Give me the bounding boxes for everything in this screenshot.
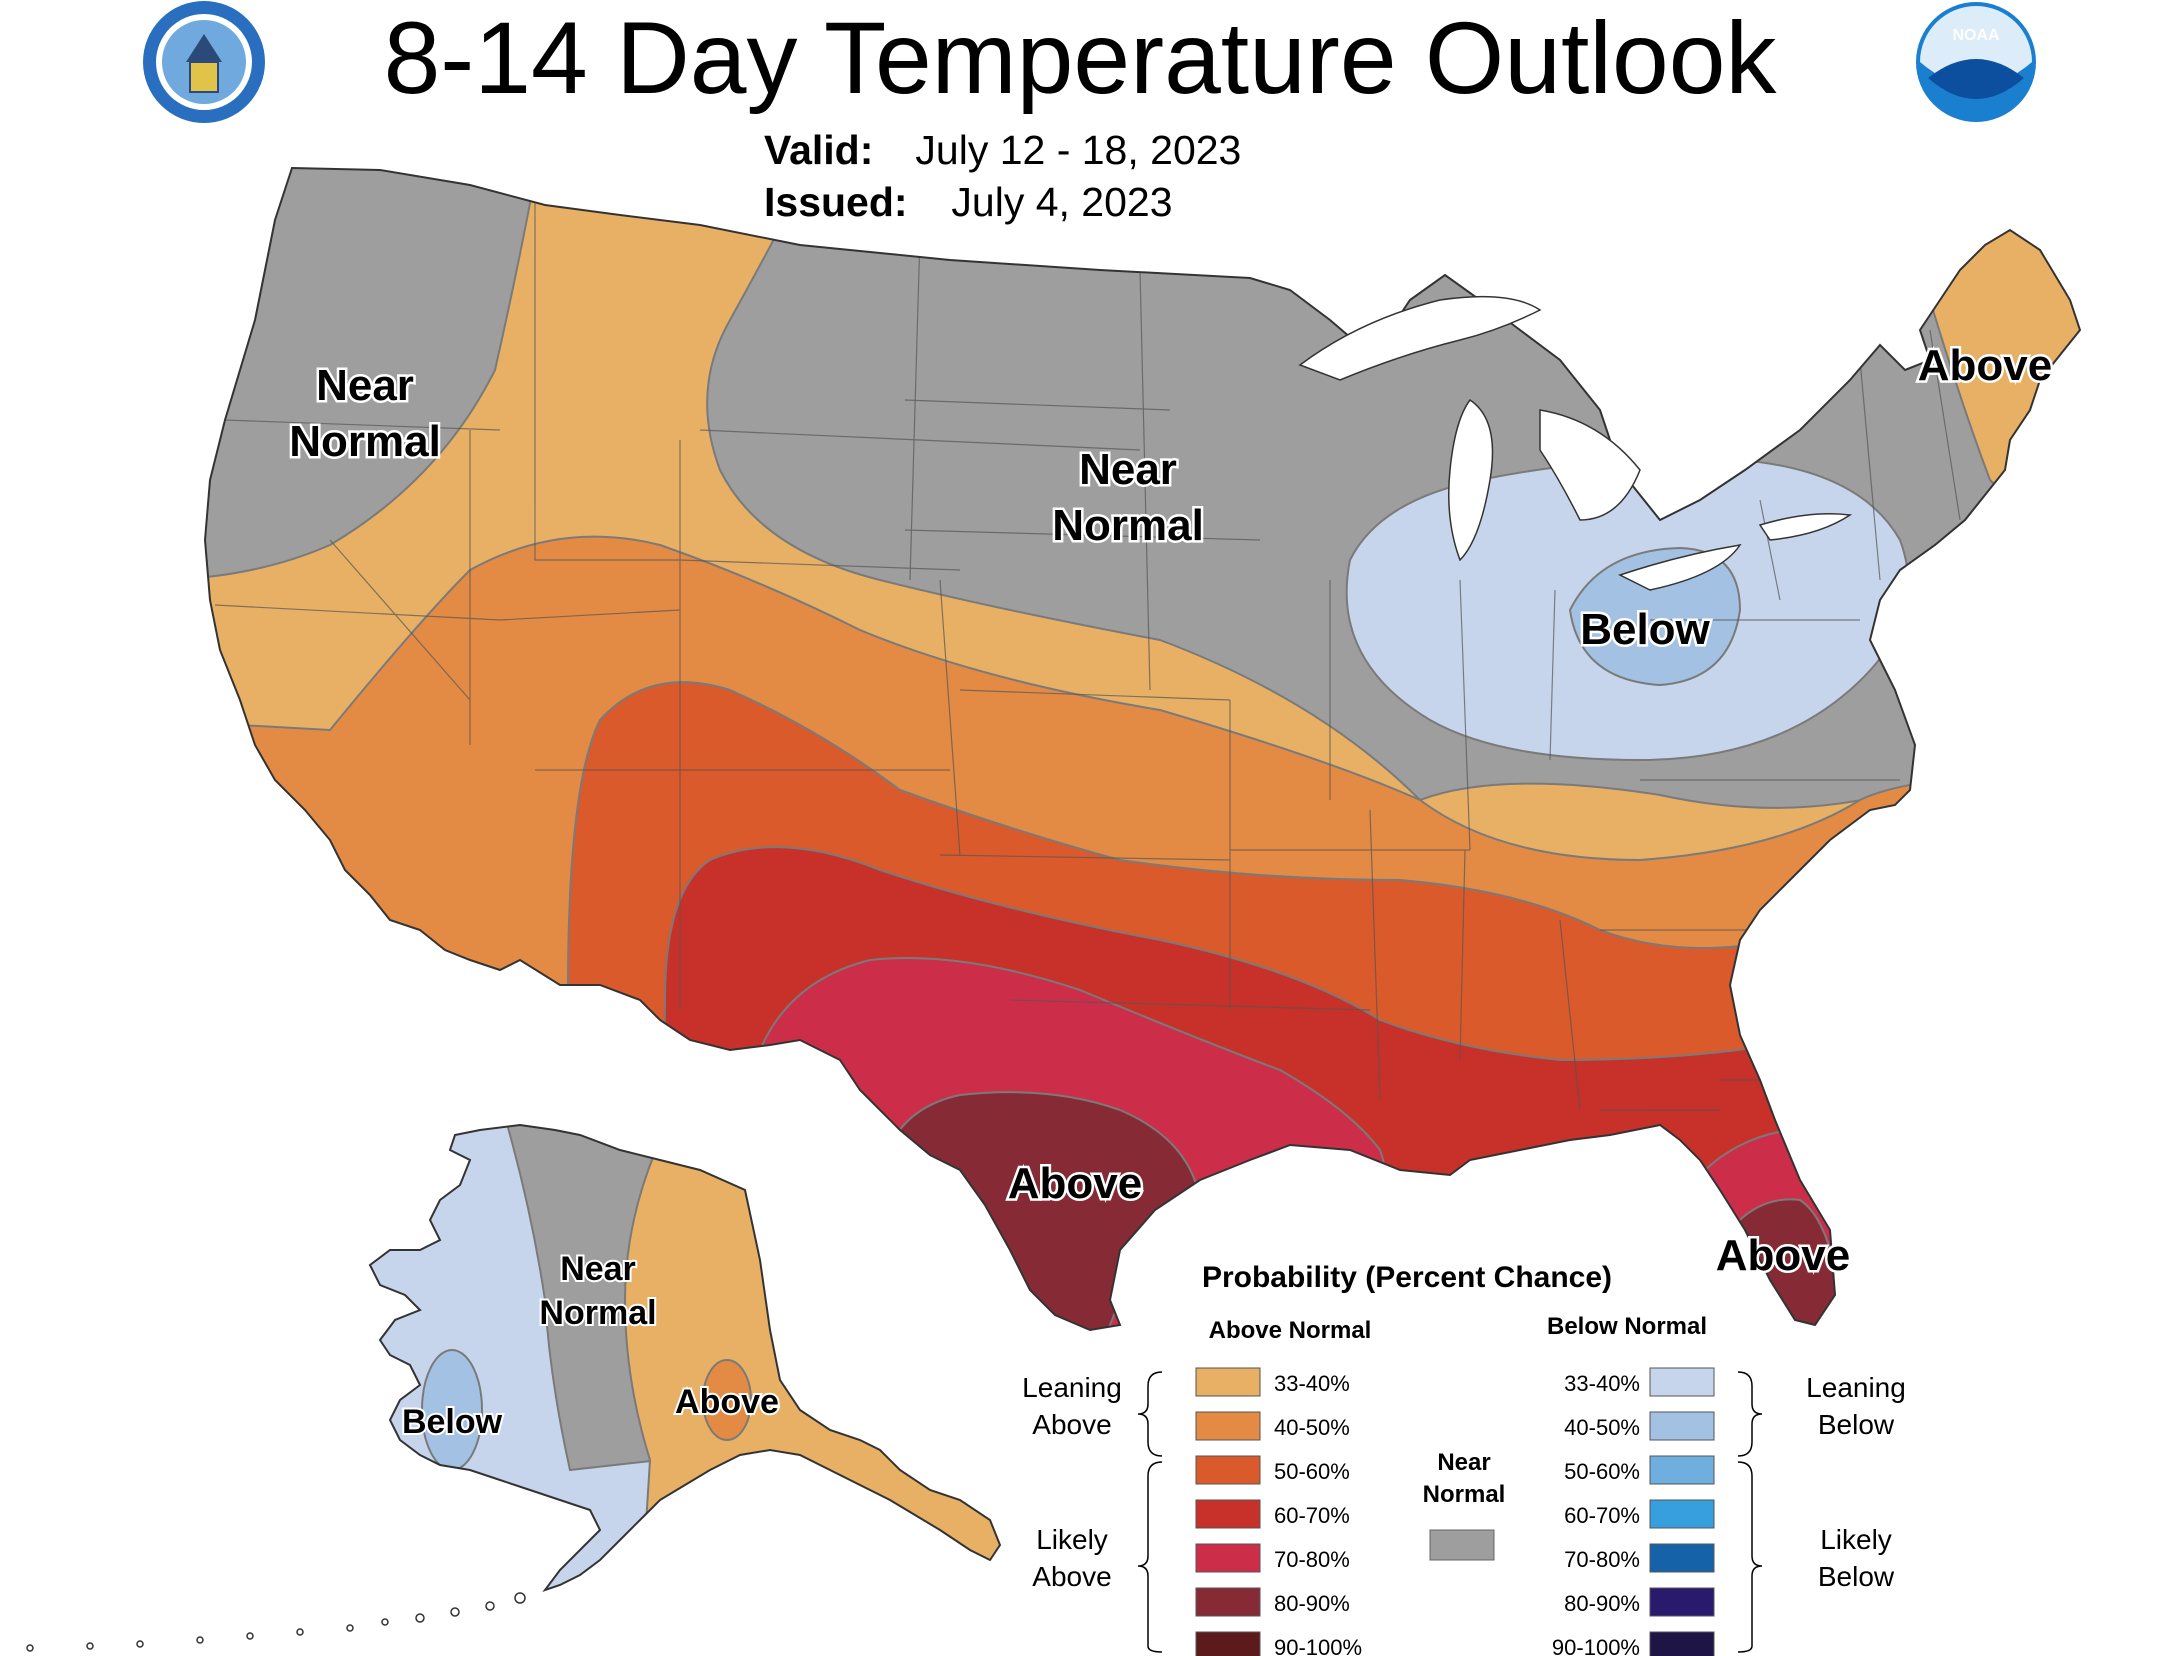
region-texas-above-80-90 [878, 1091, 1202, 1330]
legend-leaning-above-2: Above [1032, 1409, 1111, 1440]
legend-below-label-3: 60-70% [1564, 1503, 1640, 1528]
legend-near-normal-swatch [1429, 1529, 1495, 1561]
legend-below-label-2: 50-60% [1564, 1459, 1640, 1484]
legend-above-swatch-3 [1195, 1499, 1261, 1529]
legend-title: Probability (Percent Chance) [1202, 1261, 1612, 1294]
great-lakes-below-label: Below [1580, 605, 1710, 654]
ak-near-normal-label-1: Near [560, 1250, 636, 1288]
legend-below-swatch-6 [1649, 1631, 1715, 1656]
legend-above-label-1: 40-50% [1274, 1415, 1350, 1440]
legend-likely-below-1: Likely [1820, 1524, 1892, 1555]
legend: Probability (Percent Chance) Above Norma… [1022, 1261, 1906, 1656]
legend-braces [1137, 1371, 1763, 1653]
legend-above-swatch-1 [1195, 1411, 1261, 1441]
legend-leaning-above-1: Leaning [1022, 1372, 1122, 1403]
legend-group-labels: Leaning Above Likely Above Leaning Below… [1022, 1372, 1906, 1592]
region-great-lakes-below-40-50 [1568, 546, 1742, 687]
central-near-normal-label-2: Normal [1052, 501, 1204, 550]
conus-map [205, 168, 2080, 1330]
legend-likely-above-2: Above [1032, 1561, 1111, 1592]
valid-value: July 12 - 18, 2023 [915, 127, 1242, 173]
alaska-labels: Near Normal Below Above [400, 1248, 781, 1443]
legend-below-swatch-1 [1649, 1411, 1715, 1441]
legend-near-normal-label-2: Normal [1423, 1481, 1506, 1508]
legend-above-swatch-6 [1195, 1631, 1261, 1656]
great-lakes [1298, 295, 1853, 591]
ak-above-33-40 [623, 1125, 1000, 1590]
legend-below-swatch-2 [1649, 1455, 1715, 1485]
legend-below-header: Below Normal [1547, 1313, 1707, 1340]
nw-near-normal-label-2: Normal [289, 417, 441, 466]
alaska-map [370, 1125, 1000, 1590]
ne-above-label: Above [1918, 341, 2052, 390]
legend-near-normal-label-1: Near [1437, 1449, 1490, 1476]
legend-below-label-5: 80-90% [1564, 1591, 1640, 1616]
legend-below-swatches: 33-40% 40-50% 50-60% 60-70% 70-80% 80-90% 90-1… [1552, 1367, 1715, 1656]
valid-issued-block: Valid: July 12 - 18, 2023 Issued: July 4… [764, 124, 1241, 228]
florida-above-label: Above [1716, 1231, 1850, 1280]
valid-label: Valid: [764, 127, 874, 173]
page-title: 8-14 Day Temperature Outlook [383, 1, 1777, 115]
legend-leaning-below-2: Below [1818, 1409, 1895, 1440]
nw-near-normal-label-1: Near [316, 361, 414, 410]
aleutian-islands [26, 1592, 526, 1652]
legend-above-label-2: 50-60% [1274, 1459, 1350, 1484]
ak-near-normal-label-2: Normal [539, 1294, 656, 1332]
lake-huron [1539, 409, 1641, 521]
legend-above-label-6: 90-100% [1274, 1635, 1362, 1656]
legend-below-label-6: 90-100% [1552, 1635, 1640, 1656]
legend-above-swatch-0 [1195, 1367, 1261, 1397]
legend-likely-above-1: Likely [1036, 1524, 1108, 1555]
texas-above-label: Above [1008, 1159, 1142, 1208]
legend-below-label-1: 40-50% [1564, 1415, 1640, 1440]
map-labels: Near Normal Near Normal Above Below Abov… [287, 339, 2055, 1283]
lake-erie [1618, 543, 1742, 591]
legend-below-swatch-4 [1649, 1543, 1715, 1573]
legend-below-label-4: 70-80% [1564, 1547, 1640, 1572]
state-boundaries [214, 185, 1961, 1111]
legend-leaning-below-1: Leaning [1806, 1372, 1906, 1403]
legend-above-label-5: 80-90% [1274, 1591, 1350, 1616]
legend-below-swatch-3 [1649, 1499, 1715, 1529]
issued-value: July 4, 2023 [951, 179, 1173, 225]
legend-below-swatch-5 [1649, 1587, 1715, 1617]
legend-above-label-4: 70-80% [1274, 1547, 1350, 1572]
legend-below-label-0: 33-40% [1564, 1371, 1640, 1396]
legend-below-swatch-0 [1649, 1367, 1715, 1397]
legend-likely-below-2: Below [1818, 1561, 1895, 1592]
central-near-normal-label-1: Near [1079, 445, 1177, 494]
conus-outline [203, 166, 2082, 1332]
legend-above-swatch-5 [1195, 1587, 1261, 1617]
issued-label: Issued: [764, 179, 908, 225]
legend-above-swatch-2 [1195, 1455, 1261, 1485]
lake-ontario [1758, 513, 1853, 541]
legend-above-swatch-4 [1195, 1543, 1261, 1573]
ak-above-40-50 [702, 1359, 752, 1441]
doc-seal-icon [141, 0, 267, 125]
lake-michigan [1448, 398, 1494, 562]
legend-above-header: Above Normal [1209, 1317, 1372, 1344]
legend-above-label-3: 60-70% [1274, 1503, 1350, 1528]
ak-above-label: Above [675, 1383, 779, 1421]
legend-above-label-0: 33-40% [1274, 1371, 1350, 1396]
alaska-outline [368, 1123, 1002, 1592]
legend-above-swatches: 33-40% 40-50% 50-60% 60-70% 70-80% 80-90% 90-1… [1195, 1367, 1362, 1656]
ak-below-label: Below [402, 1403, 503, 1441]
noaa-logo-icon: NOAA [1916, 2, 2036, 122]
lake-superior [1298, 295, 1542, 381]
noaa-logo-text: NOAA [1952, 27, 2000, 44]
